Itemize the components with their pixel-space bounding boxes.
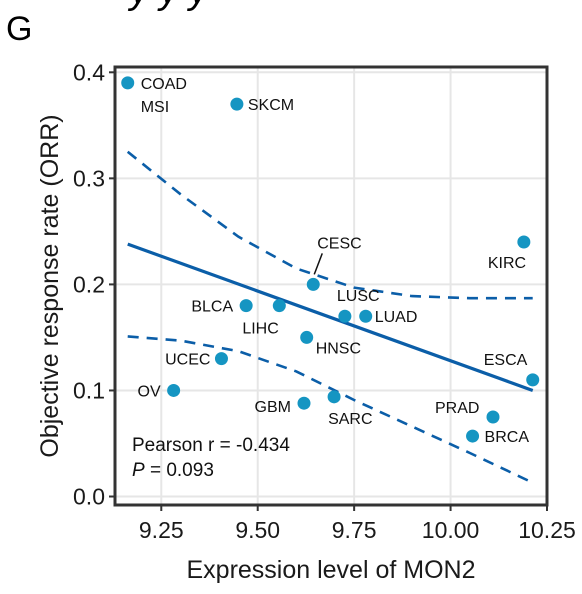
point-label: MSI [141,99,169,116]
data-point [297,396,311,410]
point-label: LUSC [337,288,380,305]
p-value: = 0.093 [145,460,214,481]
point-label: LUAD [375,309,418,326]
confidence-band [126,150,534,484]
data-point [338,309,352,323]
point-label: LIHC [242,321,278,338]
data-point [466,429,480,443]
point-label: PRAD [435,400,479,417]
point-label: BLCA [191,299,233,316]
point-label: SKCM [248,97,294,114]
plot-frame [113,65,549,507]
x-tick-label: 9.25 [139,517,184,543]
point-label: UCEC [165,352,210,369]
point-label: BRCA [485,429,530,446]
point-label: GBM [255,399,291,416]
point-label: ESCA [484,352,528,369]
y-tick-label: 0.2 [73,271,105,297]
point-label: OV [138,383,161,400]
y-tick-label: 0.1 [73,377,105,403]
x-tick-label: 10.00 [422,517,480,543]
point-labels: COAD MSI SKCM CESC KIRC BLCA LIHC LUSC LUAD HNSC U… [138,76,530,446]
point-label: CESC [317,235,361,252]
data-point [272,299,286,313]
data-point [239,299,253,313]
data-point [300,330,314,344]
y-tick-label: 0.0 [73,484,105,510]
point-label: COAD [141,76,187,93]
y-tick-label: 0.3 [73,165,105,191]
panel-letter: G [6,10,33,48]
cropped-header-text: y y y [130,0,208,13]
x-axis-ticks: 9.25 9.50 9.75 10.00 10.25 [139,505,576,543]
cesc-leader-line [313,253,323,275]
x-axis-title: Expression level of MON2 [186,556,475,584]
pearson-annotation: Pearson r = -0.434 [132,435,290,456]
point-label: HNSC [316,340,361,357]
point-label: SARC [328,411,372,428]
p-value-annotation: P = 0.093 [132,460,214,481]
ci-lower-line [127,335,534,484]
regression-line-group [127,242,534,392]
data-point [121,76,135,90]
regression-line [127,242,534,392]
y-axis-ticks: 0.0 0.1 0.2 0.3 0.4 [73,59,115,510]
x-tick-label: 10.25 [518,517,576,543]
y-tick-label: 0.4 [73,59,105,85]
x-tick-label: 9.50 [235,517,280,543]
data-point [486,410,500,424]
data-point [359,309,373,323]
y-axis-title: Objective response rate (ORR) [36,114,64,457]
data-point [517,235,531,249]
p-symbol: P [132,460,145,481]
data-point [214,352,228,366]
data-point [327,390,341,404]
grid-lines [115,67,548,505]
data-points [121,76,540,443]
ci-upper-line [126,150,533,300]
data-point [230,97,244,111]
x-tick-label: 9.75 [332,517,377,543]
point-label: KIRC [488,255,526,272]
data-point [306,277,320,291]
data-point [167,383,181,397]
data-point [526,373,540,387]
